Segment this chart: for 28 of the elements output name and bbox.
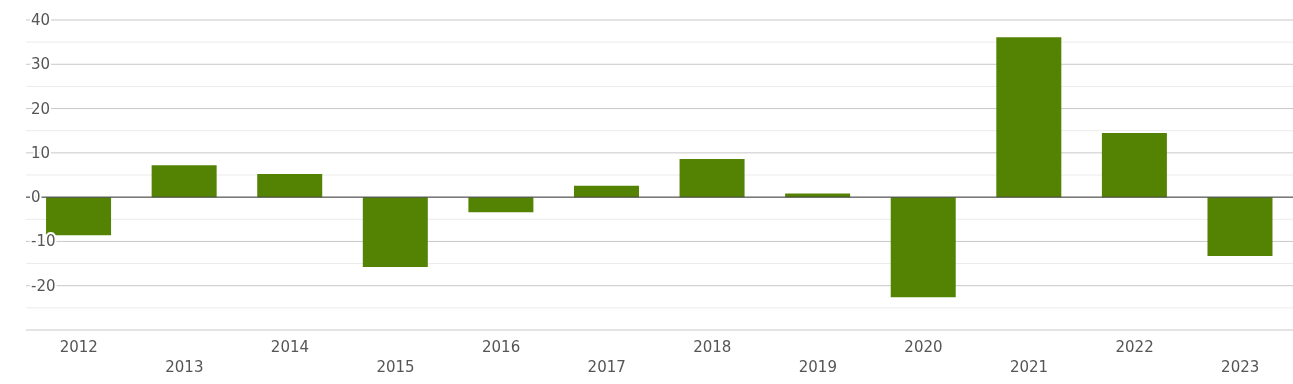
bar	[151, 165, 217, 198]
x-tick-label: 2016	[482, 338, 521, 356]
bar	[890, 197, 956, 298]
y-tick-label: -20	[31, 276, 56, 295]
y-tick-label: 30	[31, 55, 51, 74]
x-tick-label: 2023	[1221, 358, 1260, 376]
x-tick-label: 2022	[1115, 338, 1154, 356]
x-tick-label: 2019	[798, 358, 837, 376]
x-tick-label: 2012	[59, 338, 98, 356]
bar	[257, 174, 323, 198]
x-tick-label: 2018	[693, 338, 732, 356]
bar	[1207, 197, 1273, 257]
bar	[679, 159, 745, 198]
y-tick-label: -10	[31, 232, 56, 251]
x-tick-label: 2013	[165, 358, 204, 376]
x-tick-label: 2021	[1009, 358, 1049, 376]
bar	[468, 197, 534, 213]
x-tick-label: 2020	[904, 338, 943, 356]
bar	[1101, 132, 1167, 198]
bar	[996, 37, 1062, 198]
x-tick-label: 2014	[270, 338, 310, 356]
y-tick-label: 20	[31, 99, 51, 118]
bar	[46, 197, 112, 236]
bar	[362, 197, 428, 268]
x-tick-label: 2015	[376, 358, 415, 376]
y-tick-label: 40	[31, 11, 51, 29]
y-tick-label: 10	[31, 143, 51, 162]
x-tick-label: 2017	[587, 358, 626, 376]
